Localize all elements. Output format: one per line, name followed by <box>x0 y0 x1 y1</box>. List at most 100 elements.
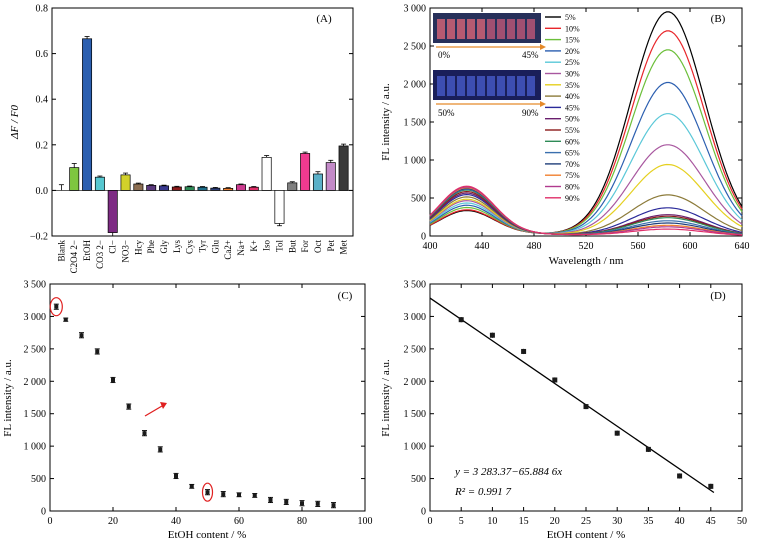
bar <box>223 187 234 191</box>
data-point <box>237 492 241 497</box>
y-axis-label: FL intensity / a.u. <box>380 83 392 161</box>
vial <box>467 76 475 96</box>
category-label: Blank <box>56 240 66 262</box>
y-tick-label: 2 500 <box>404 344 427 355</box>
series-line <box>429 185 743 236</box>
vial <box>477 19 485 39</box>
legend-entry: 55% <box>565 126 580 135</box>
y-tick-label: 1 500 <box>24 409 47 420</box>
data-point <box>142 431 147 436</box>
y-axis-label: ΔF / F0 <box>9 105 21 140</box>
legend-entry: 25% <box>565 58 580 67</box>
category-label: Iso <box>262 240 272 251</box>
legend-entry: 10% <box>565 24 580 33</box>
y-tick-label: 0.8 <box>36 4 49 15</box>
legend-entry: 75% <box>565 171 580 180</box>
data-point <box>300 501 304 506</box>
vial <box>447 19 455 39</box>
y-tick-label: 2 000 <box>24 377 47 388</box>
legend-entry: 70% <box>565 160 580 169</box>
panel-label: (C) <box>338 290 353 302</box>
vial <box>477 76 485 96</box>
bar <box>82 38 93 191</box>
y-tick-label: −0.2 <box>30 232 48 243</box>
x-tick-label: 480 <box>527 241 542 252</box>
data-point <box>221 492 226 497</box>
x-tick-label: 440 <box>475 241 490 252</box>
bar <box>120 174 131 191</box>
bar <box>146 185 157 191</box>
x-tick-label: 25 <box>581 516 591 527</box>
category-label: NO3− <box>121 240 131 263</box>
fit-line <box>429 297 715 494</box>
vial <box>517 19 525 39</box>
bar <box>159 185 169 191</box>
inset-label: 90% <box>522 108 539 118</box>
legend-entry: 35% <box>565 81 580 90</box>
data-point <box>158 447 163 452</box>
y-tick-label: 1 500 <box>404 409 427 420</box>
x-tick-label: 560 <box>631 241 646 252</box>
data-point <box>315 501 320 506</box>
bar <box>69 167 80 191</box>
arrow-line <box>144 405 163 417</box>
inset-label: 50% <box>438 108 455 118</box>
highlight-circle <box>49 297 63 317</box>
y-tick-label: 0 <box>41 507 46 518</box>
panel-a: −0.2 0.0 0.2 0.4 0.6 0.8 Blank C2O4 2− EtOH CO3 2… <box>9 4 354 273</box>
data-point <box>205 490 210 495</box>
bar <box>338 145 349 191</box>
panel-d: 0 500 1 000 1 500 2 000 2 500 3 000 3 500 0 5 10 15… <box>380 280 747 542</box>
bar <box>94 176 105 191</box>
category-label: Glu <box>210 240 220 254</box>
vial <box>527 76 535 96</box>
y-tick-label: 3 500 <box>404 280 427 291</box>
data-point <box>552 377 558 383</box>
data-point <box>252 493 257 498</box>
y-axis-label: FL intensity / a.u. <box>380 359 392 437</box>
x-tick-label: 30 <box>612 516 622 527</box>
series-line <box>429 49 743 234</box>
panel-c: 0 500 1 000 1 500 2 000 2 500 3 000 3 500 0 20 40 6… <box>2 280 373 542</box>
category-label: Tol <box>274 240 284 252</box>
x-tick-label: 400 <box>423 241 438 252</box>
legend-entry: 5% <box>565 13 576 22</box>
category-label: Met <box>339 240 349 255</box>
x-tick-label: 45 <box>706 516 716 527</box>
y-tick-label: 0 <box>421 507 426 518</box>
data-point <box>268 497 273 502</box>
x-tick-label: 80 <box>297 516 307 527</box>
x-tick-label: 100 <box>358 516 373 527</box>
data-point <box>79 333 84 338</box>
x-tick-label: 60 <box>234 516 244 527</box>
x-tick-label: 40 <box>675 516 685 527</box>
panel-b: 0 500 1 000 1 500 2 000 2 500 3 000 400 440 480 52… <box>380 4 750 268</box>
x-axis-label: EtOH content / % <box>547 529 626 541</box>
category-label: Hcy <box>133 240 143 255</box>
vial <box>487 19 495 39</box>
data-point <box>331 503 336 508</box>
series-line <box>429 81 743 234</box>
data-point <box>95 349 100 354</box>
data-point <box>174 473 178 478</box>
panel-label: (D) <box>710 290 726 302</box>
data-point <box>54 304 59 309</box>
vial <box>467 19 475 39</box>
data-point <box>614 430 620 436</box>
vial <box>437 76 445 96</box>
bar <box>133 183 144 191</box>
y-tick-label: 2 000 <box>404 377 427 388</box>
y-tick-label: 3 000 <box>404 312 427 323</box>
data-point <box>63 317 68 322</box>
y-tick-label: 1 000 <box>24 442 47 453</box>
y-tick-label: 3 000 <box>24 312 47 323</box>
data-point <box>111 377 115 382</box>
y-tick-label: 0.4 <box>36 95 49 106</box>
data-point <box>126 404 131 409</box>
category-label: Lys <box>172 240 182 254</box>
data-point <box>284 499 289 504</box>
inset-label: 0% <box>438 50 451 60</box>
data-point <box>189 484 194 489</box>
panel-label: (A) <box>316 13 332 25</box>
bar <box>287 182 298 191</box>
